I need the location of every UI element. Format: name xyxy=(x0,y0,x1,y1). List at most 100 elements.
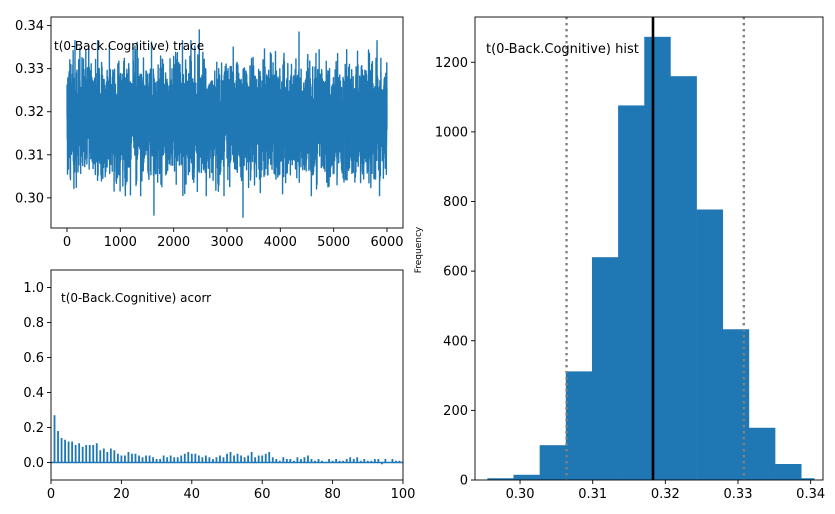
hist-bar xyxy=(539,445,567,480)
acorr-bar xyxy=(173,457,176,463)
acorr-y-tick-label: 0.0 xyxy=(23,456,44,471)
acorr-bar xyxy=(384,459,387,463)
acorr-bar xyxy=(345,459,348,463)
acorr-bar xyxy=(247,455,250,463)
acorr-bar xyxy=(138,455,140,463)
hist-y-tick-label: 1000 xyxy=(435,125,468,140)
acorr-bar xyxy=(201,457,204,463)
acorr-bar xyxy=(233,455,235,463)
acorr-bar xyxy=(127,452,130,463)
acorr-title: t(0-Back.Cognitive) acorr xyxy=(61,291,211,305)
acorr-bar xyxy=(131,453,133,463)
hist-bar xyxy=(696,209,724,480)
acorr-x-tick-label: 60 xyxy=(254,487,271,502)
acorr-bar xyxy=(398,460,401,463)
acorr-bar xyxy=(328,459,330,463)
acorr-bar xyxy=(303,457,306,463)
acorr-bar xyxy=(95,443,98,463)
acorr-y-tick-label: 0.8 xyxy=(23,316,44,331)
trace-y-tick-label: 0.33 xyxy=(15,62,44,77)
hist-y-tick-label: 1200 xyxy=(435,56,468,71)
acorr-x-tick-label: 40 xyxy=(184,487,201,502)
acorr-bars xyxy=(51,415,403,465)
acorr-bar xyxy=(282,457,285,463)
acorr-bar xyxy=(250,452,253,463)
acorr-y-tick-label: 0.6 xyxy=(23,351,44,366)
acorr-bar xyxy=(99,450,102,463)
hist-bar xyxy=(565,371,593,480)
acorr-bar xyxy=(380,462,383,465)
hist-axes: 0.30 0.31 0.32 0.33 0.34 0 200 400 600 800 1000 120… xyxy=(435,16,825,502)
acorr-bar xyxy=(264,453,267,463)
acorr-bar xyxy=(268,452,271,463)
acorr-bar xyxy=(300,459,302,463)
trace-x-tick-label: 4000 xyxy=(264,235,297,250)
acorr-bar xyxy=(197,455,200,463)
hist-y-tick-label: 800 xyxy=(443,195,468,210)
trace-frame xyxy=(50,16,404,229)
acorr-bar xyxy=(317,459,320,463)
acorr-bar xyxy=(257,455,260,463)
acorr-bar xyxy=(124,455,126,463)
acorr-bar xyxy=(78,443,81,463)
acorr-bar xyxy=(208,457,211,463)
acorr-bar xyxy=(226,453,228,463)
acorr-bar xyxy=(180,455,183,463)
acorr-panel: 0 20 40 60 80 100 0.0 0.2 0.4 0.6 0.8 1.0 t(0-Back.… xyxy=(23,269,416,502)
acorr-bar xyxy=(159,459,162,463)
hist-x-tick-label: 0.33 xyxy=(724,487,753,502)
acorr-bar xyxy=(338,460,341,463)
acorr-bar xyxy=(109,448,112,463)
hist-y-tick-label: 600 xyxy=(443,265,468,280)
hist-y-tick-label: 0 xyxy=(460,474,468,489)
acorr-bar xyxy=(275,459,278,463)
hist-bar xyxy=(487,478,514,480)
acorr-bar xyxy=(81,446,84,463)
hist-y-axis-label: Frequency xyxy=(414,226,424,273)
acorr-bar xyxy=(152,457,154,463)
trace-y-tick-label: 0.30 xyxy=(15,191,44,206)
acorr-bar xyxy=(169,455,172,463)
hist-bars xyxy=(487,36,815,481)
acorr-bar xyxy=(391,459,394,463)
hist-x-tick-label: 0.30 xyxy=(506,487,535,502)
acorr-bar xyxy=(113,450,116,463)
trace-axes: 0 1000 2000 3000 4000 5000 6000 0.30 0.31 0.32 0.3… xyxy=(15,16,404,250)
hist-bar xyxy=(670,76,697,481)
acorr-bar xyxy=(219,455,221,463)
acorr-bar xyxy=(342,460,345,463)
acorr-frame xyxy=(50,269,404,481)
acorr-bar xyxy=(373,459,376,463)
acorr-bar xyxy=(296,457,299,463)
acorr-x-tick-label: 80 xyxy=(324,487,341,502)
acorr-bar xyxy=(145,455,147,463)
trace-x-tick-label: 5000 xyxy=(317,235,350,250)
hist-x-tick-label: 0.32 xyxy=(651,487,680,502)
hist-bar xyxy=(513,474,540,480)
acorr-y-tick-label: 1.0 xyxy=(23,281,44,296)
trace-panel: 0 1000 2000 3000 4000 5000 6000 0.30 0.31 0.32 0.3… xyxy=(15,16,404,250)
hist-bar xyxy=(722,329,750,480)
acorr-bar xyxy=(321,460,323,463)
hist-bar xyxy=(775,463,802,480)
hist-x-tick-label: 0.34 xyxy=(796,487,825,502)
acorr-bar xyxy=(88,445,91,463)
acorr-x-tick-label: 100 xyxy=(391,487,416,502)
acorr-bar xyxy=(204,455,207,463)
hist-y-tick-label: 200 xyxy=(443,404,468,419)
acorr-bar xyxy=(53,415,56,463)
acorr-bar xyxy=(377,459,380,463)
acorr-bar xyxy=(254,457,257,463)
acorr-bar xyxy=(155,459,158,463)
acorr-bar xyxy=(395,460,397,463)
acorr-bar xyxy=(148,455,151,463)
trace-y-tick-label: 0.34 xyxy=(15,19,44,34)
acorr-bar xyxy=(190,453,193,463)
trace-x-tick-label: 6000 xyxy=(370,235,403,250)
acorr-bar xyxy=(278,460,281,463)
acorr-bar xyxy=(106,452,109,463)
acorr-bar xyxy=(356,457,359,463)
trace-title: t(0-Back.Cognitive) trace xyxy=(54,39,204,53)
acorr-bar xyxy=(176,457,179,463)
